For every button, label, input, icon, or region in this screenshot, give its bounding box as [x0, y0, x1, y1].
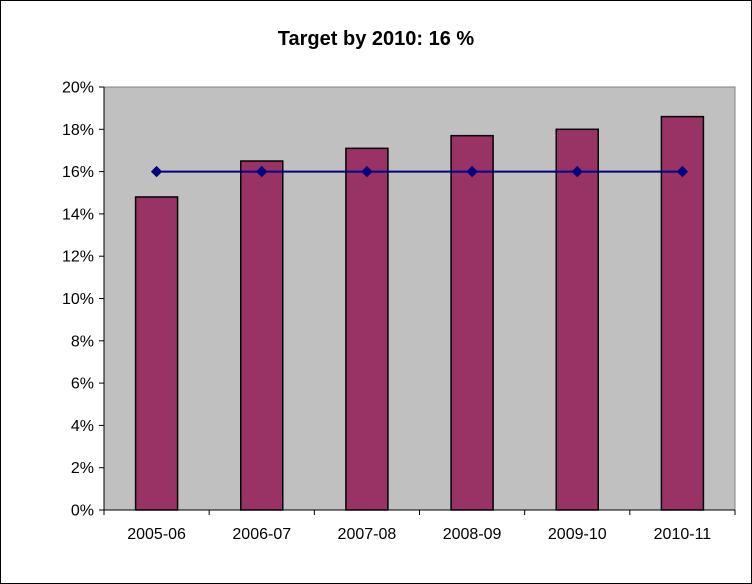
y-axis: 0% 2% 4% 6% 8% 10% 12% 14% 16% 18% 20% — [62, 80, 105, 520]
plot-area — [103, 86, 736, 511]
y-tick-label: 8% — [71, 333, 94, 350]
target-marker — [256, 165, 268, 178]
chart-title: Target by 2010: 16 % — [278, 28, 475, 50]
y-tick-label: 18% — [62, 122, 94, 139]
y-tick-label: 4% — [71, 418, 94, 435]
bar — [660, 115, 705, 511]
y-tick-label: 10% — [62, 291, 94, 308]
bar — [345, 147, 389, 511]
target-marker — [150, 165, 163, 178]
x-tick-label: 2009-10 — [548, 526, 607, 543]
y-tick-label: 16% — [62, 164, 94, 181]
bar — [240, 160, 284, 511]
target-marker — [466, 165, 478, 178]
x-tick-label: 2007-08 — [338, 526, 397, 543]
x-tick-label: 2010-11 — [654, 526, 712, 543]
target-marker — [571, 165, 583, 178]
x-axis: 2005-06 2006-07 2007-08 2008-09 2009-10 2010-… — [103, 509, 736, 543]
target-marker — [676, 165, 689, 178]
y-tick-label: 6% — [71, 376, 94, 393]
x-tick-label: 2008-09 — [443, 526, 502, 543]
x-tick-label: 2006-07 — [232, 526, 291, 543]
bar-series — [134, 115, 705, 511]
y-tick-label: 14% — [62, 206, 94, 223]
bar — [450, 134, 494, 511]
y-tick-label: 2% — [71, 460, 94, 477]
target-marker — [361, 165, 373, 178]
y-tick-label: 0% — [71, 503, 94, 520]
x-tick-label: 2005-06 — [127, 526, 186, 543]
bar — [134, 196, 179, 511]
bar — [555, 128, 599, 511]
target-line-series — [150, 165, 689, 178]
y-tick-label: 12% — [62, 249, 94, 266]
y-tick-label: 20% — [62, 80, 94, 97]
